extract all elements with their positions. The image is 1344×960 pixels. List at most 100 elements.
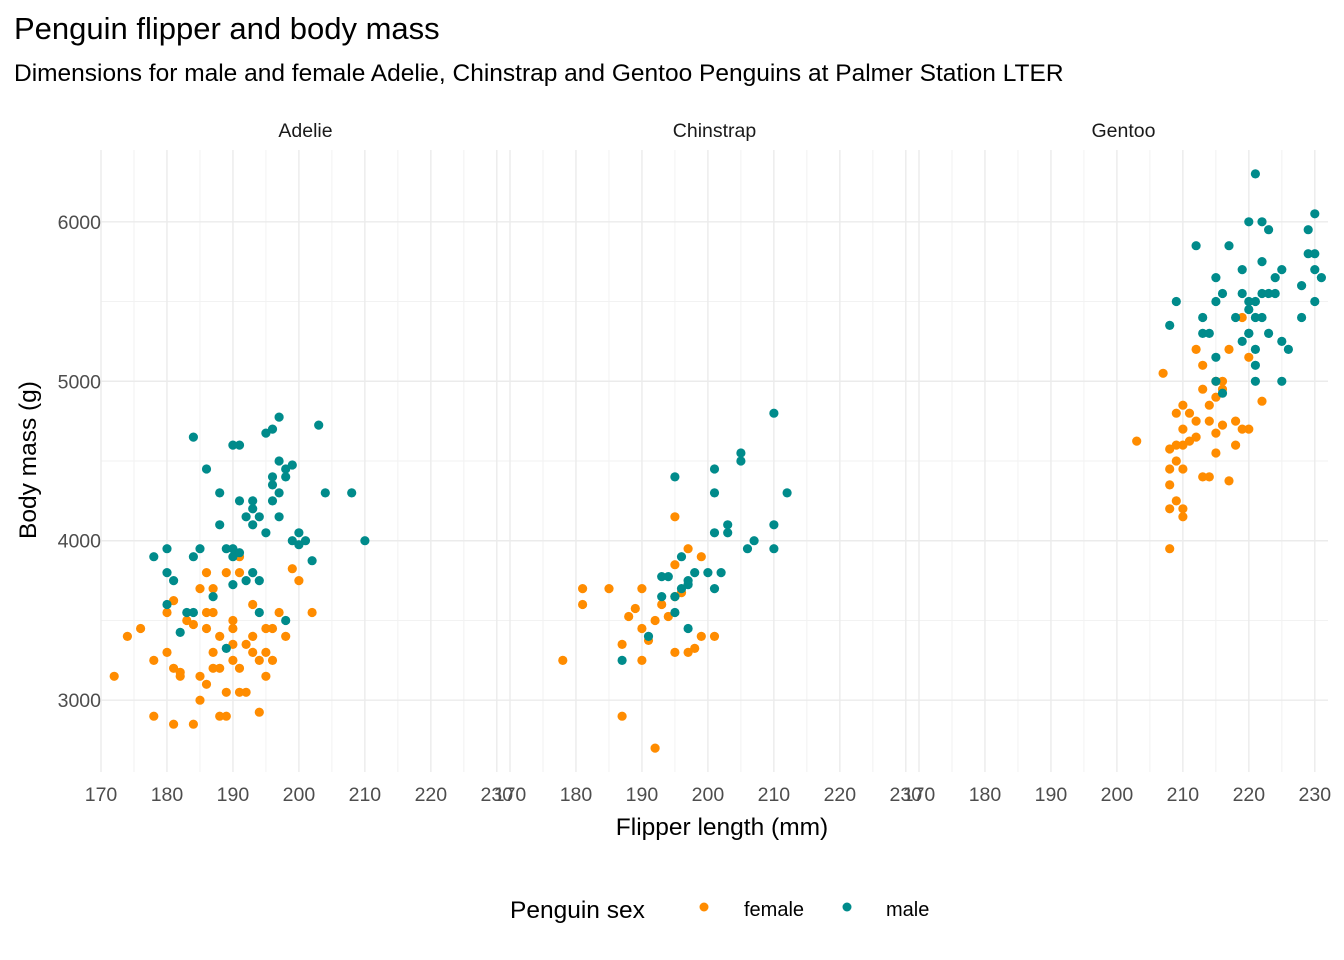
point-gentoo-male xyxy=(1237,265,1247,275)
point-adelie-female xyxy=(195,695,205,705)
point-chinstrap-male xyxy=(683,623,693,634)
x-tick-label: 200 xyxy=(1101,784,1134,806)
x-tick-label: 200 xyxy=(283,784,316,806)
point-gentoo-male xyxy=(1244,296,1254,307)
point-adelie-male xyxy=(221,643,231,654)
x-tick-label: 200 xyxy=(692,784,725,806)
point-chinstrap-female xyxy=(624,611,634,622)
point-adelie-female xyxy=(248,599,258,610)
x-axis-title: Flipper length (mm) xyxy=(616,814,828,841)
point-adelie-female xyxy=(188,619,198,630)
point-gentoo-female xyxy=(1191,416,1201,426)
point-gentoo-female xyxy=(1211,428,1221,438)
point-adelie-male xyxy=(267,496,278,506)
point-gentoo-male xyxy=(1257,217,1267,227)
point-gentoo-male xyxy=(1310,296,1320,307)
point-adelie-male xyxy=(162,599,172,610)
point-adelie-male xyxy=(188,552,198,562)
point-gentoo-male xyxy=(1250,376,1260,386)
point-gentoo-female xyxy=(1191,344,1201,354)
point-chinstrap-male xyxy=(723,520,733,530)
point-gentoo-male xyxy=(1211,376,1221,386)
x-tick-label: 170 xyxy=(494,784,527,806)
point-adelie-female xyxy=(261,623,271,634)
point-adelie-male xyxy=(287,460,297,470)
point-chinstrap-female xyxy=(650,743,660,753)
point-adelie-female xyxy=(254,655,264,666)
point-adelie-male xyxy=(188,432,198,442)
point-gentoo-female xyxy=(1178,512,1188,522)
point-adelie-female xyxy=(234,568,245,578)
point-gentoo-male xyxy=(1303,249,1313,259)
point-gentoo-female xyxy=(1178,440,1188,450)
point-chinstrap-female xyxy=(690,643,700,654)
point-adelie-male xyxy=(267,424,278,434)
point-chinstrap-male xyxy=(683,576,693,586)
point-adelie-male xyxy=(228,440,238,450)
point-adelie-male xyxy=(307,556,317,566)
point-adelie-female xyxy=(307,607,317,618)
point-gentoo-male xyxy=(1264,328,1274,338)
facet-label-adelie: Adelie xyxy=(278,120,332,142)
point-adelie-female xyxy=(248,631,258,642)
point-gentoo-male xyxy=(1250,360,1260,370)
point-gentoo-male xyxy=(1277,265,1287,275)
point-chinstrap-male xyxy=(657,572,667,582)
point-gentoo-male xyxy=(1244,217,1254,227)
point-chinstrap-male xyxy=(690,568,700,578)
point-adelie-male xyxy=(300,536,311,546)
point-adelie-male xyxy=(281,464,291,474)
point-chinstrap-male xyxy=(769,408,779,418)
point-gentoo-male xyxy=(1237,288,1247,299)
point-adelie-female xyxy=(281,631,291,642)
point-gentoo-female xyxy=(1165,544,1175,554)
point-chinstrap-female xyxy=(670,647,680,658)
point-adelie-female xyxy=(215,711,225,721)
point-chinstrap-female xyxy=(657,599,667,610)
x-tick-label: 170 xyxy=(903,784,936,806)
point-chinstrap-male xyxy=(782,488,792,498)
point-chinstrap-male xyxy=(670,592,680,602)
point-chinstrap-male xyxy=(663,572,673,582)
legend-title: Penguin sex xyxy=(510,897,645,924)
point-adelie-male xyxy=(234,440,245,450)
point-gentoo-male xyxy=(1198,328,1208,338)
point-gentoo-female xyxy=(1224,476,1234,486)
point-chinstrap-female xyxy=(683,647,693,658)
point-adelie-male xyxy=(320,488,330,498)
point-chinstrap-male xyxy=(749,536,759,546)
point-chinstrap-male xyxy=(670,607,680,618)
point-adelie-male xyxy=(267,472,278,482)
point-adelie-female xyxy=(215,663,225,673)
point-gentoo-female xyxy=(1198,360,1208,370)
point-adelie-female xyxy=(195,584,205,594)
point-chinstrap-male xyxy=(716,568,726,578)
legend-key-male xyxy=(842,902,852,912)
point-gentoo-female xyxy=(1224,344,1234,354)
point-adelie-male xyxy=(182,607,192,618)
point-gentoo-female xyxy=(1178,464,1188,474)
point-chinstrap-male xyxy=(643,631,654,642)
point-gentoo-female xyxy=(1171,440,1181,450)
point-gentoo-male xyxy=(1211,352,1221,362)
point-adelie-male xyxy=(149,552,159,562)
legend-label-female: female xyxy=(744,899,804,921)
grid-layer xyxy=(100,150,1328,772)
point-gentoo-male xyxy=(1250,296,1260,307)
point-adelie-male xyxy=(261,428,271,438)
point-gentoo-female xyxy=(1204,416,1214,426)
point-adelie-female xyxy=(201,679,212,689)
point-adelie-male xyxy=(314,420,324,430)
point-gentoo-female xyxy=(1244,352,1254,362)
point-gentoo-female xyxy=(1171,408,1181,418)
point-chinstrap-male xyxy=(769,520,779,530)
point-adelie-male xyxy=(234,548,245,558)
point-adelie-female xyxy=(195,671,205,681)
point-gentoo-male xyxy=(1231,312,1241,323)
point-gentoo-female xyxy=(1198,384,1208,394)
point-adelie-female xyxy=(162,647,172,658)
point-chinstrap-female xyxy=(683,544,693,554)
point-gentoo-female xyxy=(1204,400,1214,410)
point-adelie-male xyxy=(254,512,264,522)
point-gentoo-male xyxy=(1217,288,1228,299)
